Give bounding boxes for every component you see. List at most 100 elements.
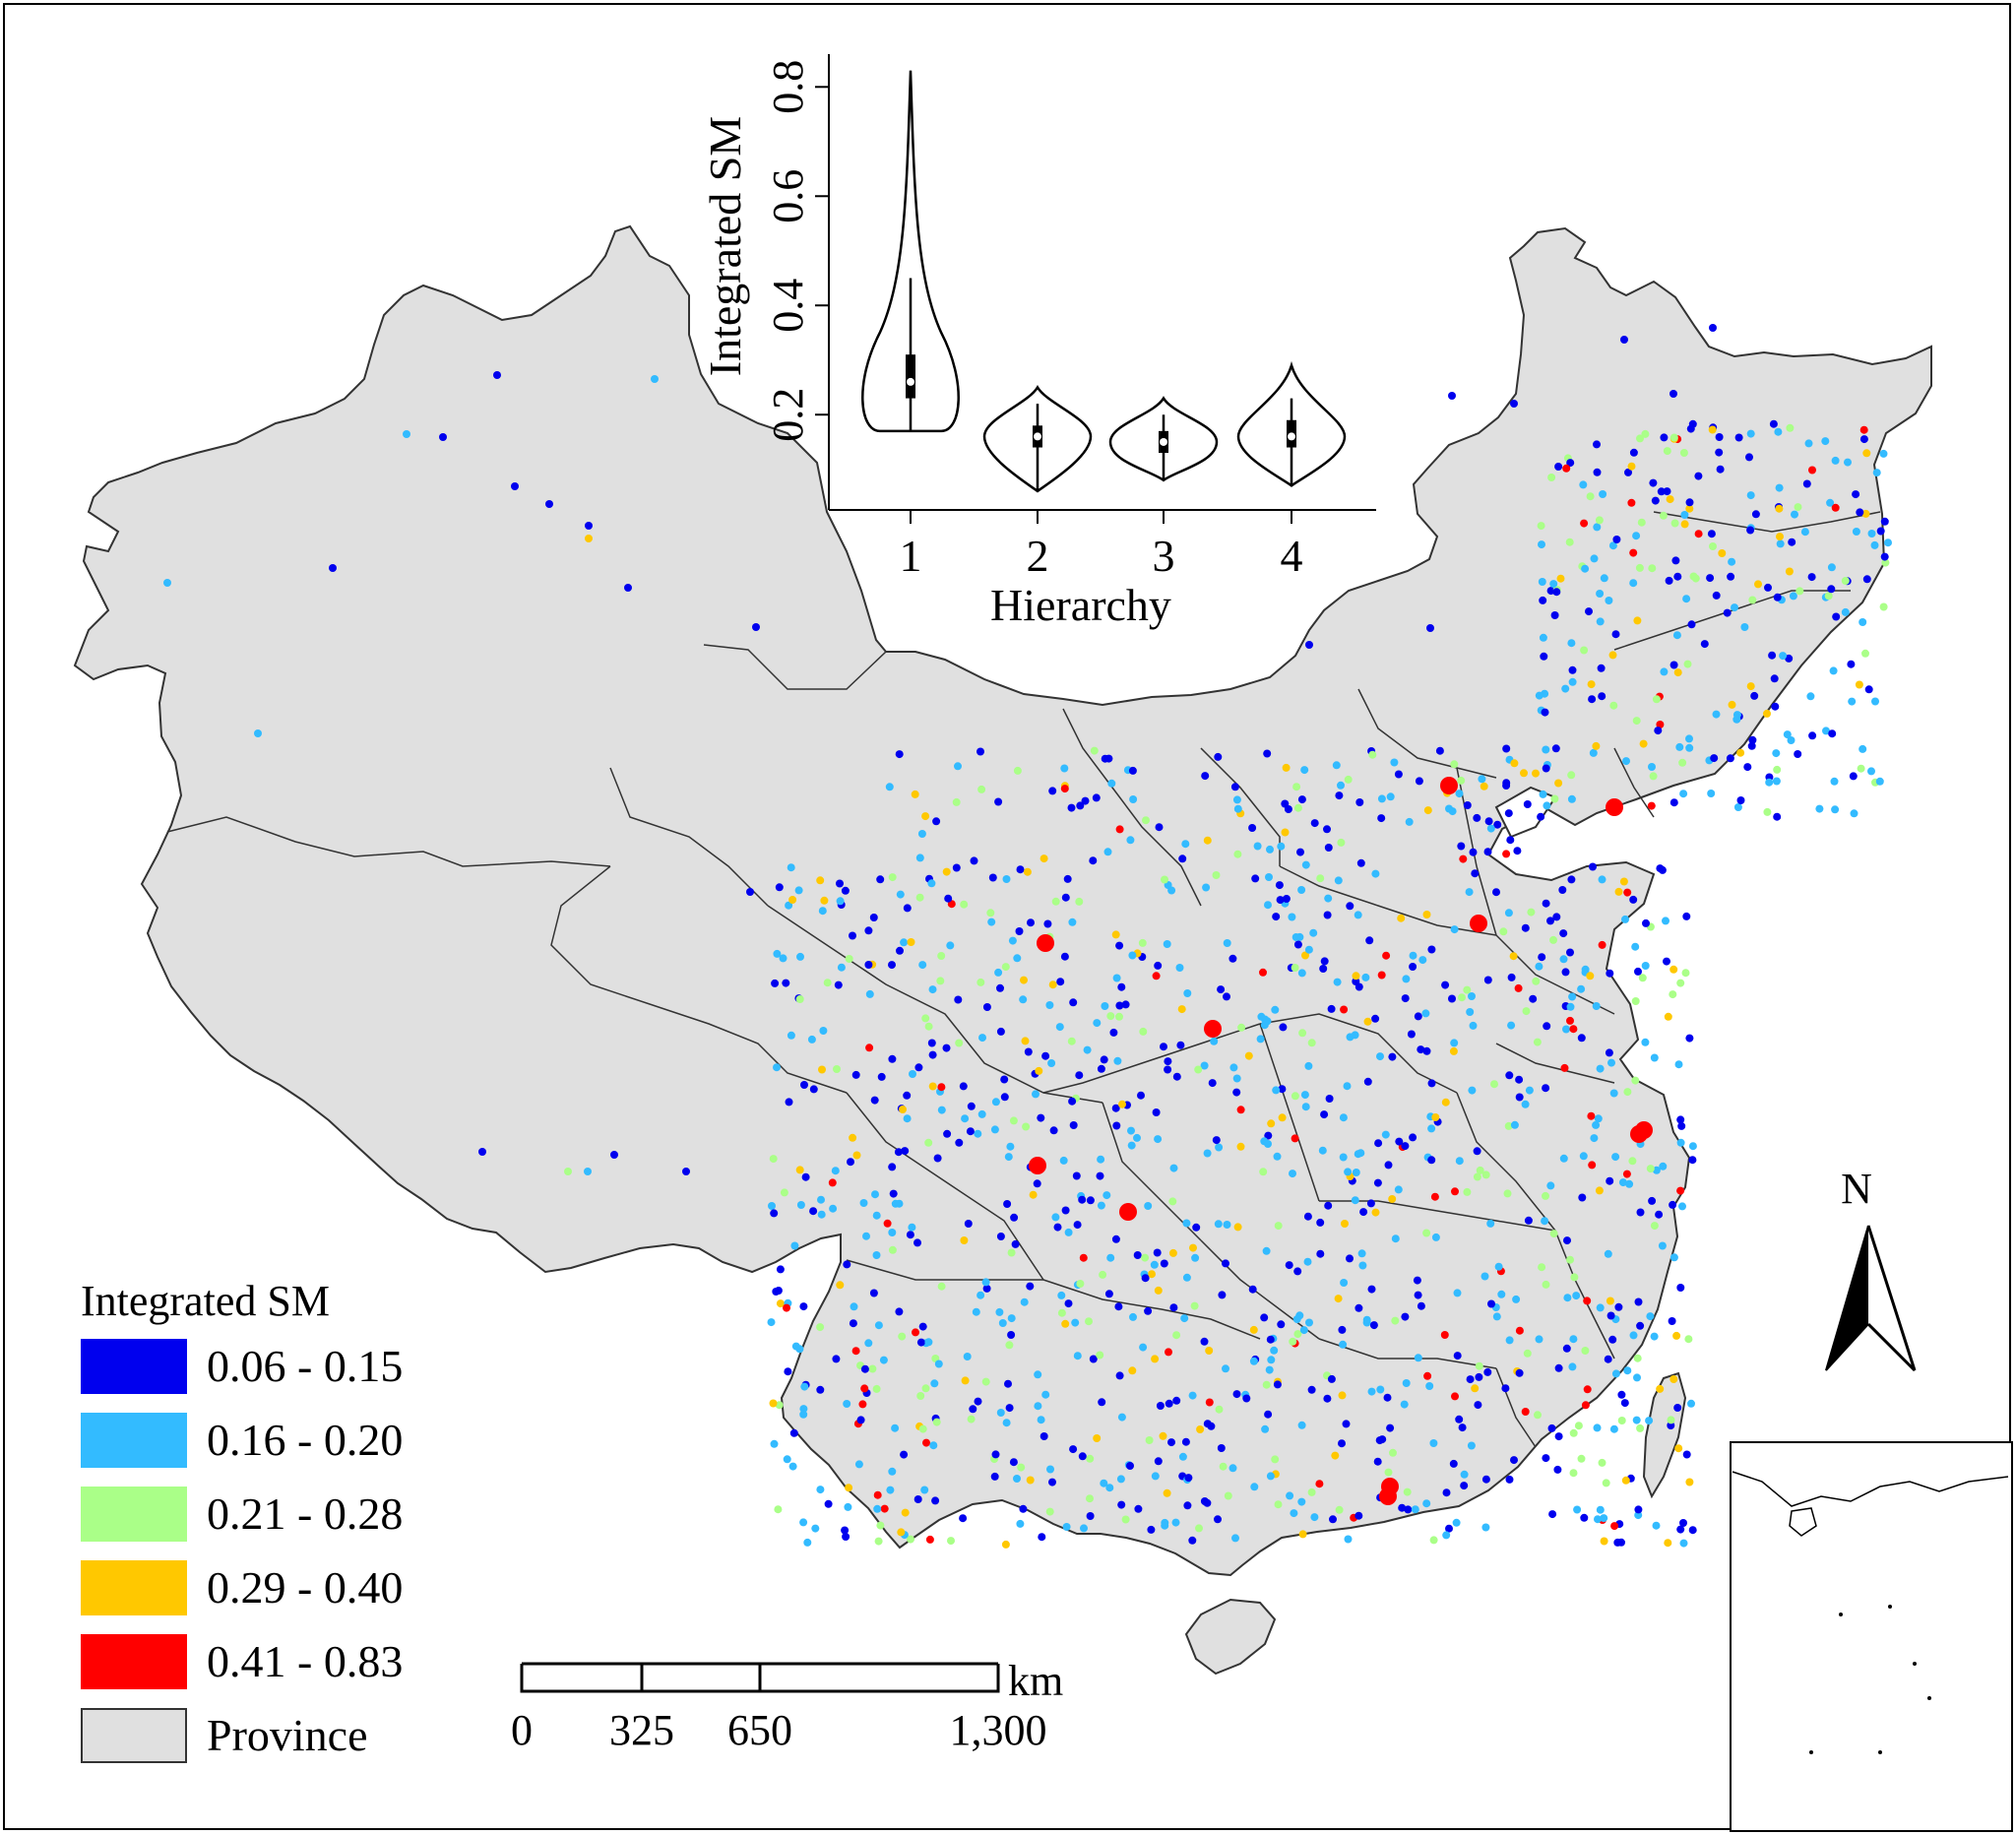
city-point bbox=[1535, 962, 1544, 971]
city-point bbox=[1441, 1098, 1450, 1107]
city-point bbox=[1427, 1124, 1436, 1133]
city-point bbox=[1849, 772, 1858, 781]
city-point bbox=[1061, 1319, 1070, 1328]
city-point bbox=[1048, 981, 1057, 989]
city-point bbox=[1069, 1445, 1078, 1454]
city-point bbox=[1128, 1366, 1137, 1375]
city-point bbox=[1568, 665, 1577, 674]
city-point bbox=[967, 1102, 976, 1110]
city-point bbox=[1588, 695, 1597, 704]
city-point bbox=[1539, 596, 1547, 604]
city-point bbox=[1794, 750, 1802, 758]
city-point bbox=[1003, 1200, 1012, 1208]
city-point bbox=[1182, 1219, 1191, 1228]
y-tick-label: 0.6 bbox=[764, 169, 812, 223]
city-point bbox=[1339, 1153, 1348, 1162]
city-point bbox=[1632, 1416, 1641, 1424]
city-point bbox=[1203, 1498, 1212, 1507]
city-point bbox=[1593, 523, 1602, 532]
city-point bbox=[1097, 1064, 1105, 1073]
city-point bbox=[1086, 1494, 1094, 1503]
city-point bbox=[1611, 1369, 1620, 1378]
city-point bbox=[1652, 1166, 1661, 1174]
city-point bbox=[849, 1133, 857, 1142]
city-point bbox=[933, 1154, 942, 1163]
city-point bbox=[1870, 540, 1879, 549]
city-point bbox=[1502, 782, 1511, 790]
city-point bbox=[1382, 951, 1391, 960]
city-point bbox=[1037, 934, 1054, 952]
city-point bbox=[1581, 564, 1590, 573]
city-point bbox=[947, 1537, 955, 1546]
city-point bbox=[1222, 1259, 1229, 1268]
city-point bbox=[1127, 1126, 1135, 1135]
city-point bbox=[1670, 1375, 1678, 1383]
city-point bbox=[1405, 817, 1414, 826]
city-point bbox=[1651, 496, 1660, 505]
city-point bbox=[1596, 1064, 1605, 1073]
city-point bbox=[1652, 695, 1661, 704]
city-point bbox=[1262, 1380, 1271, 1389]
city-point bbox=[1002, 875, 1011, 883]
province-boundary bbox=[1062, 708, 1202, 907]
city-point bbox=[1374, 1139, 1383, 1148]
city-point bbox=[1736, 796, 1745, 804]
city-point bbox=[1538, 953, 1546, 962]
city-point bbox=[1679, 449, 1688, 457]
city-point bbox=[1013, 954, 1022, 963]
city-point bbox=[1669, 990, 1677, 999]
city-point bbox=[1648, 1196, 1657, 1205]
city-point bbox=[1796, 587, 1804, 596]
city-point bbox=[1507, 973, 1516, 981]
city-point bbox=[770, 1209, 779, 1218]
city-point bbox=[921, 1014, 930, 1023]
city-point bbox=[1403, 1487, 1412, 1496]
city-point bbox=[1481, 1523, 1490, 1532]
city-point bbox=[1620, 336, 1628, 344]
city-point bbox=[1404, 1505, 1413, 1514]
city-point bbox=[976, 747, 984, 756]
city-point bbox=[1373, 1178, 1382, 1187]
city-point bbox=[891, 1199, 900, 1208]
city-point bbox=[1178, 1452, 1187, 1461]
violin-median bbox=[907, 377, 914, 386]
city-point bbox=[1145, 1436, 1154, 1444]
city-point bbox=[1619, 877, 1628, 886]
city-point bbox=[1352, 972, 1360, 981]
city-point bbox=[1623, 1088, 1632, 1097]
city-point bbox=[1746, 526, 1755, 535]
city-point bbox=[960, 1236, 969, 1244]
city-point bbox=[1411, 1505, 1419, 1514]
city-point bbox=[1458, 993, 1466, 1002]
city-point bbox=[1532, 977, 1541, 985]
city-point bbox=[1609, 1089, 1618, 1098]
city-point bbox=[996, 1233, 1005, 1240]
city-point bbox=[1453, 1289, 1462, 1297]
city-point bbox=[1715, 448, 1724, 457]
city-point bbox=[1600, 1537, 1608, 1546]
city-point bbox=[1666, 495, 1674, 504]
city-point bbox=[1764, 583, 1772, 592]
city-point bbox=[816, 876, 825, 885]
city-point bbox=[895, 1307, 904, 1316]
city-point bbox=[1502, 744, 1511, 753]
city-point bbox=[1879, 449, 1888, 458]
city-point bbox=[1590, 554, 1599, 563]
city-point bbox=[1450, 760, 1459, 769]
city-point bbox=[1029, 1157, 1046, 1174]
city-point bbox=[872, 1251, 881, 1259]
city-point bbox=[1214, 752, 1223, 761]
city-point bbox=[1676, 979, 1685, 987]
city-point bbox=[1679, 790, 1688, 798]
city-point bbox=[1665, 576, 1673, 585]
city-point bbox=[1183, 1501, 1192, 1510]
city-point bbox=[1773, 765, 1782, 774]
city-point bbox=[1751, 510, 1760, 519]
city-point bbox=[1604, 1355, 1612, 1363]
city-point bbox=[1493, 820, 1502, 829]
city-point bbox=[1072, 1171, 1081, 1180]
city-point bbox=[1342, 1420, 1351, 1428]
city-point bbox=[1356, 858, 1365, 867]
city-point bbox=[1732, 711, 1741, 720]
